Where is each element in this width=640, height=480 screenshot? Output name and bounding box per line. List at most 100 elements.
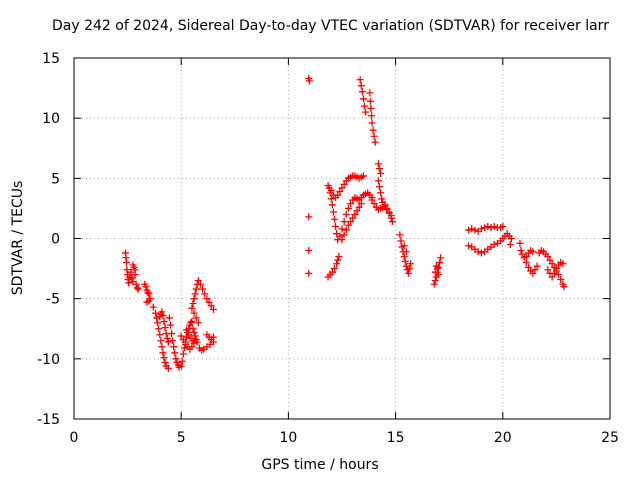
data-point [145, 290, 153, 298]
data-point [158, 343, 166, 351]
data-point [128, 274, 136, 282]
data-point [142, 283, 150, 291]
data-point [191, 290, 199, 298]
data-point [357, 200, 365, 208]
data-point [177, 362, 185, 370]
data-point [362, 108, 370, 116]
chart-title: Day 242 of 2024, Sidereal Day-to-day VTE… [52, 18, 609, 34]
data-point [157, 337, 165, 345]
data-point [305, 269, 313, 277]
data-point [361, 102, 369, 110]
data-point [471, 226, 479, 234]
data-point [166, 321, 174, 329]
data-point [158, 308, 166, 316]
data-point [490, 222, 498, 230]
data-point [371, 138, 379, 146]
y-tick-label: -10 [37, 352, 60, 368]
data-point [349, 214, 357, 222]
data-point [544, 266, 552, 274]
data-point [351, 210, 359, 218]
data-point [179, 336, 187, 344]
y-tick-label: 0 [51, 232, 60, 248]
data-point [388, 218, 396, 226]
data-point [381, 202, 389, 210]
data-point [400, 253, 408, 261]
data-point [305, 213, 313, 221]
data-point [357, 82, 365, 90]
data-point [178, 357, 186, 365]
data-point [133, 284, 141, 292]
data-point [180, 344, 188, 352]
data-point [359, 172, 367, 180]
data-point [481, 224, 489, 232]
data-point [327, 186, 335, 194]
data-point [356, 76, 364, 84]
data-point [333, 260, 341, 268]
data-point [209, 305, 217, 313]
data-point [194, 319, 202, 327]
y-axis-label: SDTVAR / TECUs [10, 180, 26, 296]
y-tick-label: 5 [51, 171, 60, 187]
data-point [387, 212, 395, 220]
data-point [464, 226, 472, 234]
data-point [369, 126, 377, 134]
data-point [560, 283, 568, 291]
data-point [159, 312, 167, 320]
data-point [160, 318, 168, 326]
data-point [487, 224, 495, 232]
data-points [121, 74, 568, 372]
data-point [336, 232, 344, 240]
data-point [370, 132, 378, 140]
data-point [401, 257, 409, 265]
data-point [338, 236, 346, 244]
data-point [209, 333, 217, 341]
data-point [132, 280, 140, 288]
data-point [397, 237, 405, 245]
data-point [131, 266, 139, 274]
data-point [477, 225, 485, 233]
data-point [358, 88, 366, 96]
data-point [159, 349, 167, 357]
data-point [207, 302, 215, 310]
data-point [544, 253, 552, 261]
data-point [377, 189, 385, 197]
data-point [151, 309, 159, 317]
data-point [342, 226, 350, 234]
data-point [194, 277, 202, 285]
data-point [437, 254, 445, 262]
data-point [191, 332, 199, 340]
x-tick-label: 0 [70, 430, 79, 446]
data-point [196, 280, 204, 288]
data-point [531, 266, 539, 274]
data-point [199, 285, 207, 293]
data-point [367, 105, 375, 113]
data-point [327, 195, 335, 203]
data-point [332, 222, 340, 230]
data-point [127, 268, 135, 276]
data-point [396, 231, 404, 239]
data-point [404, 269, 412, 277]
data-point [146, 295, 154, 303]
data-point [430, 280, 438, 288]
data-point [385, 208, 393, 216]
data-point [548, 260, 556, 268]
data-point [434, 271, 442, 279]
data-point [305, 77, 313, 85]
data-point [205, 298, 213, 306]
x-tick-label: 5 [177, 430, 186, 446]
data-point [436, 259, 444, 267]
y-tick-label: -15 [37, 412, 60, 428]
data-point [144, 289, 152, 297]
data-point [366, 89, 374, 97]
data-point [193, 338, 201, 346]
data-point [525, 263, 533, 271]
y-tick-label: 15 [42, 51, 60, 67]
data-point [340, 218, 348, 226]
data-point [529, 248, 537, 256]
data-point [546, 256, 554, 264]
data-point [555, 271, 563, 279]
data-point [179, 350, 187, 358]
data-point [305, 247, 313, 255]
data-point [190, 295, 198, 303]
